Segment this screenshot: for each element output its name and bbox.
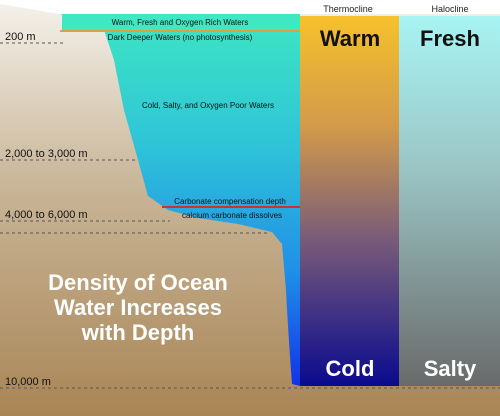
sky (0, 0, 500, 14)
cold-layer-label: Cold, Salty, and Oxygen Poor Waters (142, 101, 274, 110)
ocean-water (60, 14, 300, 386)
cold-label: Cold (326, 356, 375, 381)
depth-label-10000: 10,000 m (5, 376, 51, 388)
salty-label: Salty (424, 356, 477, 381)
ccd-label: Carbonate compensation depth (174, 197, 286, 206)
depth-label-2000: 2,000 to 3,000 m (5, 148, 88, 160)
deeper-layer-label: Dark Deeper Waters (no photosynthesis) (108, 33, 253, 42)
depth-label-200: 200 m (5, 31, 36, 43)
dissolves-label: calcium carbonate dissolves (182, 211, 282, 220)
headline-line-1: Density of Ocean (48, 270, 228, 295)
thermocline-column (300, 16, 399, 386)
fresh-label: Fresh (420, 26, 480, 51)
headline-line-2: Water Increases (54, 295, 222, 320)
depth-label-4000: 4,000 to 6,000 m (5, 209, 88, 221)
headline-line-3: with Depth (81, 320, 194, 345)
surface-layer-band (62, 14, 300, 31)
warm-label: Warm (320, 26, 380, 51)
halocline-title: Halocline (431, 4, 468, 14)
surface-layer-label: Warm, Fresh and Oxygen Rich Waters (112, 18, 249, 27)
halocline-column (399, 16, 500, 386)
thermocline-title: Thermocline (323, 4, 373, 14)
